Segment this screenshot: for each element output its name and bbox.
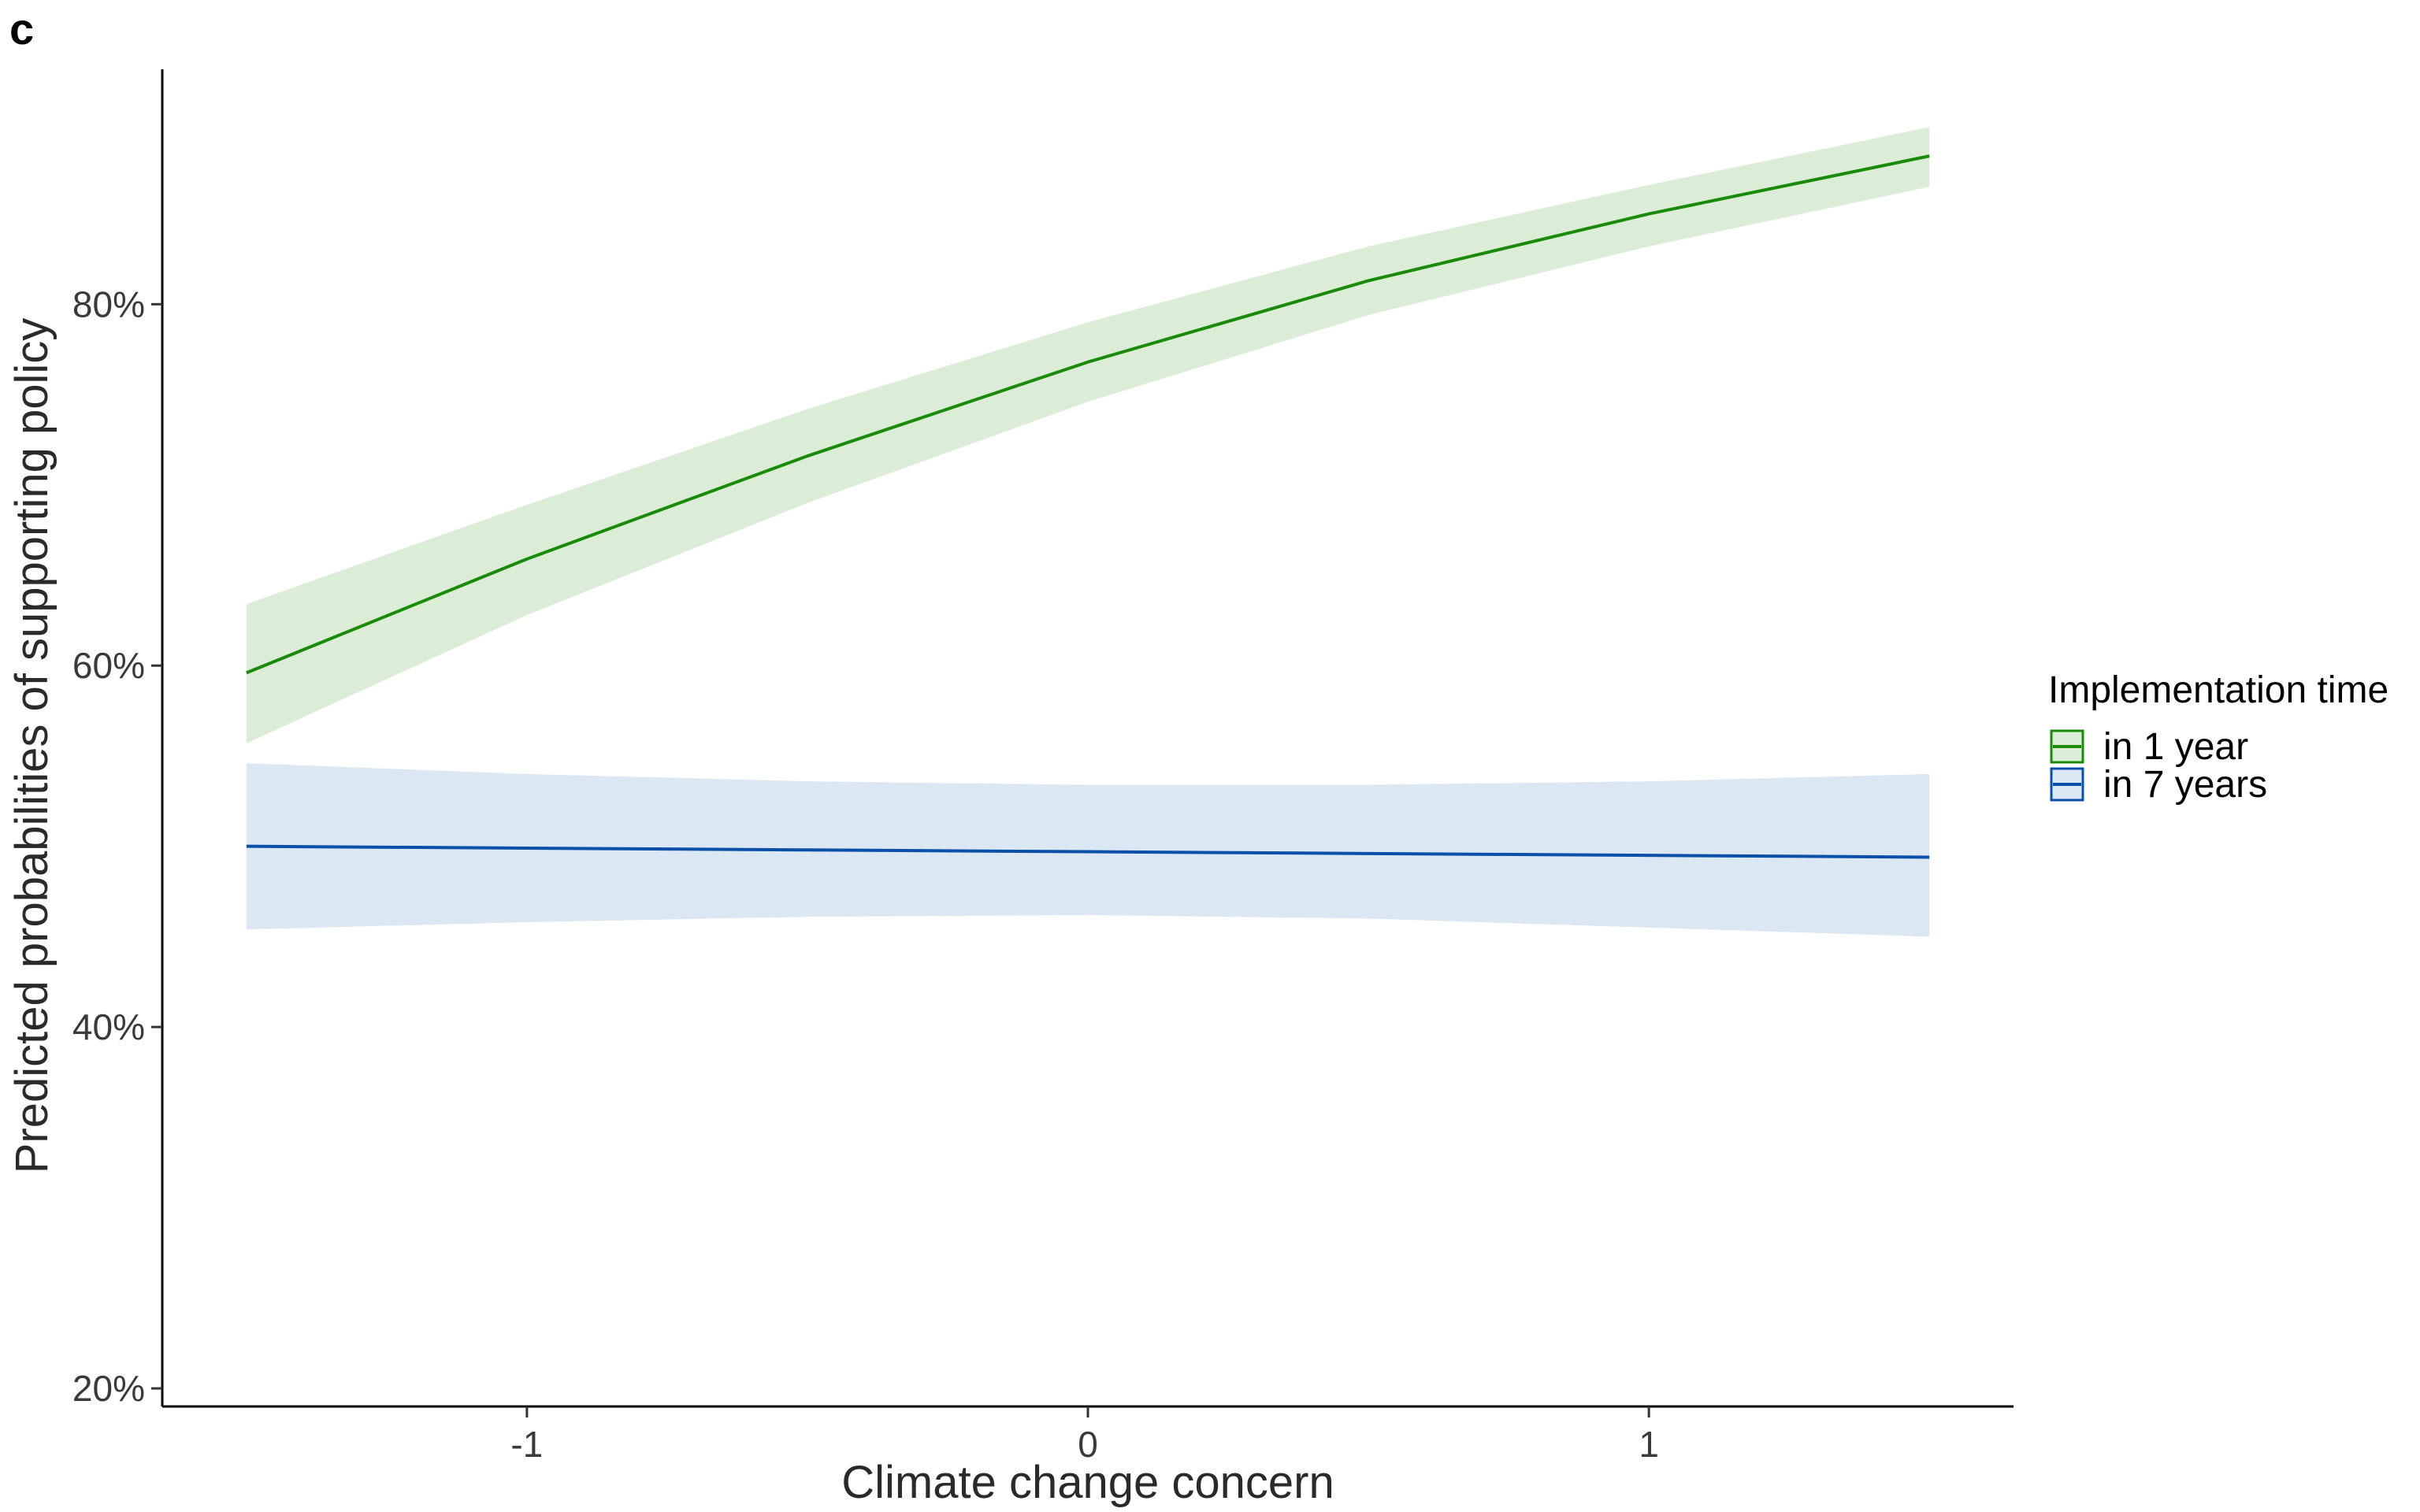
y-tick-label: 60% (72, 645, 145, 686)
series-lines (246, 154, 1930, 859)
legend-label: in 7 years (2103, 764, 2267, 806)
line-series-2 (246, 844, 1930, 859)
y-tick-label: 80% (72, 284, 145, 324)
line-series-1 (246, 154, 1930, 675)
x-tick-label: -1 (510, 1424, 543, 1465)
y-axis-title: Predicted probabilities of supporting po… (6, 318, 58, 1174)
ribbon-series-1 (246, 127, 1930, 743)
y-axis-ticks: 20% 40% 60% 80% (72, 284, 162, 1409)
legend-title: Implementation time (2048, 669, 2388, 711)
axes: 20% 40% 60% 80% -1 0 1 (72, 69, 2014, 1465)
confidence-bands (246, 127, 1930, 937)
x-axis-title: Climate change concern (841, 1457, 1334, 1508)
legend-label: in 1 year (2103, 726, 2248, 768)
x-tick-label: 0 (1078, 1424, 1098, 1465)
panel-label: c (9, 4, 34, 54)
y-tick-label: 40% (72, 1006, 145, 1047)
y-tick-label: 20% (72, 1368, 145, 1409)
x-tick-label: 1 (1639, 1424, 1659, 1465)
ribbon-series-2 (246, 763, 1930, 937)
legend-item: in 1 year (2050, 726, 2248, 768)
x-axis-ticks: -1 0 1 (510, 1406, 1659, 1465)
legend-item: in 7 years (2050, 764, 2267, 806)
